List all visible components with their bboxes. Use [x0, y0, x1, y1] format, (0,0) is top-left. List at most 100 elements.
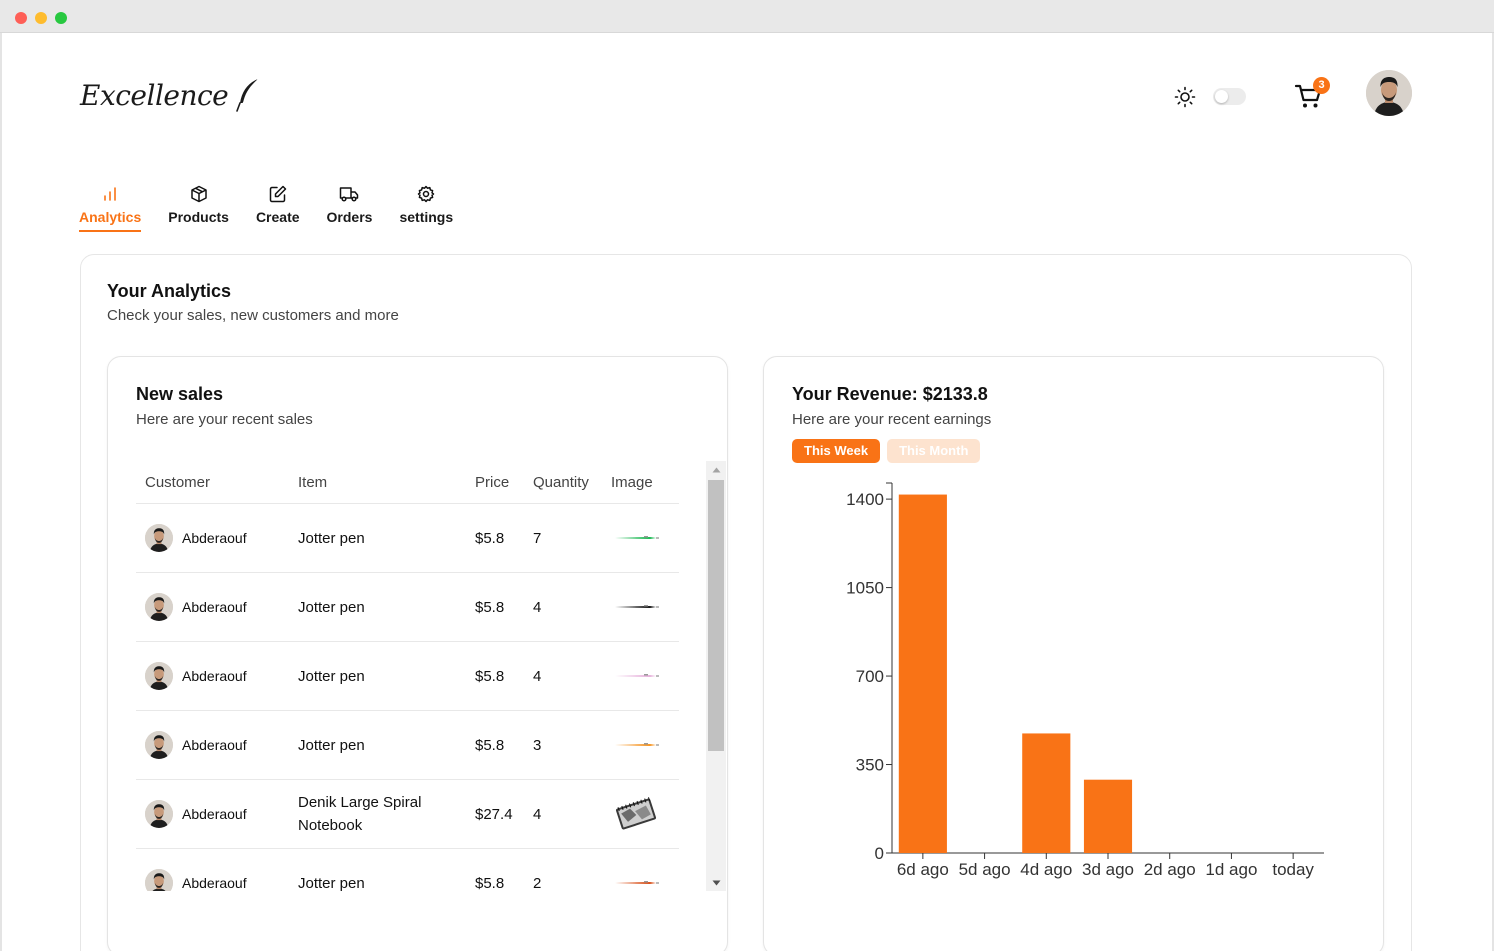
column-header: Customer — [145, 473, 211, 491]
scroll-down-arrow[interactable] — [706, 874, 726, 891]
customer-cell: Abderaouf — [136, 731, 298, 759]
quantity: 4 — [533, 805, 542, 823]
product-thumbnail — [611, 590, 661, 624]
product-thumbnail — [611, 728, 661, 762]
new-sales-card: New sales Here are your recent sales Cus… — [107, 356, 728, 951]
tab-label: Orders — [326, 209, 373, 225]
window-frame-right — [1492, 33, 1494, 951]
table-row[interactable]: Abderaouf Denik Large Spiral Notebook $2… — [136, 780, 679, 849]
sun-icon[interactable] — [1174, 86, 1196, 108]
item-name: Jotter pen — [298, 874, 365, 892]
customer-name: Abderaouf — [182, 599, 247, 615]
column-header: Quantity — [533, 473, 589, 491]
page-title: Your Analytics — [107, 281, 232, 301]
window-title-bar — [0, 0, 1494, 33]
page-subtitle: Check your sales, new customers and more — [107, 307, 399, 324]
bar — [898, 494, 947, 853]
table-row[interactable]: Abderaouf Jotter pen $5.8 2 — [136, 849, 679, 891]
quantity: 7 — [533, 529, 542, 547]
profile-avatar[interactable] — [1366, 70, 1412, 116]
item-name: Jotter pen — [298, 598, 365, 616]
cart-count-badge: 3 — [1313, 77, 1330, 94]
item-name: Jotter pen — [298, 667, 365, 685]
theme-toggle[interactable] — [1213, 88, 1246, 105]
sales-subtitle: Here are your recent sales — [136, 411, 313, 428]
price: $5.8 — [475, 736, 505, 754]
customer-cell: Abderaouf — [136, 524, 298, 552]
price: $5.8 — [475, 874, 505, 892]
gear-icon — [418, 185, 435, 203]
logo-text: Excellence — [80, 78, 229, 112]
cart-button[interactable]: 3 — [1294, 77, 1334, 112]
revenue-title: Your Revenue: $2133.8 — [792, 384, 988, 404]
tab-label: Create — [255, 209, 300, 225]
customer-cell: Abderaouf — [136, 800, 298, 828]
tab-create[interactable]: Create — [256, 184, 300, 232]
price: $5.8 — [475, 667, 505, 685]
x-tick-label: 4d ago — [1020, 860, 1072, 879]
column-header: Price — [475, 473, 510, 491]
scroll-up-arrow[interactable] — [706, 461, 726, 478]
product-image-cell — [611, 521, 679, 555]
tab-orders[interactable]: Orders — [326, 184, 373, 232]
toggle-knob — [1215, 90, 1228, 103]
window-frame-left — [0, 33, 2, 951]
table-row[interactable]: Abderaouf Jotter pen $5.8 4 — [136, 642, 679, 711]
sales-title: New sales — [136, 384, 224, 404]
customer-cell: Abderaouf — [136, 869, 298, 891]
item-name: Denik Large Spiral Notebook — [298, 794, 422, 834]
customer-name: Abderaouf — [182, 806, 247, 822]
avatar-image — [1366, 70, 1412, 116]
brand-logo[interactable]: Excellence — [80, 74, 262, 116]
y-tick-label: 1050 — [846, 579, 884, 598]
close-window-button[interactable] — [15, 12, 27, 24]
y-tick-label: 350 — [856, 756, 884, 775]
x-tick-label: today — [1272, 860, 1314, 879]
customer-name: Abderaouf — [182, 530, 247, 546]
x-tick-label: 2d ago — [1144, 860, 1196, 879]
range-toggle: This Week This Month — [792, 439, 981, 463]
customer-avatar — [145, 800, 173, 828]
product-image-cell — [611, 659, 679, 693]
customer-name: Abderaouf — [182, 737, 247, 753]
quantity: 2 — [533, 874, 542, 892]
main-nav: Analytics Products Create — [79, 184, 480, 232]
table-row[interactable]: Abderaouf Jotter pen $5.8 7 — [136, 504, 679, 573]
table-body: Abderaouf Jotter pen $5.8 7 Abderaouf Jo… — [136, 504, 679, 891]
y-tick-label: 0 — [875, 844, 884, 863]
product-image-cell — [611, 728, 679, 762]
y-tick-label: 1400 — [846, 490, 884, 509]
customer-avatar — [145, 593, 173, 621]
product-thumbnail — [611, 521, 661, 555]
tab-products[interactable]: Products — [168, 184, 229, 232]
edit-icon — [269, 185, 286, 203]
customer-avatar — [145, 869, 173, 891]
truck-icon — [340, 187, 359, 202]
x-tick-label: 6d ago — [897, 860, 949, 879]
product-image-cell — [611, 590, 679, 624]
this-month-button[interactable]: This Month — [887, 439, 981, 463]
table-row[interactable]: Abderaouf Jotter pen $5.8 3 — [136, 711, 679, 780]
bar-chart-icon — [104, 187, 116, 201]
tab-settings[interactable]: settings — [399, 184, 453, 232]
scroll-thumb[interactable] — [708, 480, 724, 751]
maximize-window-button[interactable] — [55, 12, 67, 24]
revenue-card: Your Revenue: $2133.8 Here are your rece… — [763, 356, 1384, 951]
table-scrollbar[interactable] — [706, 461, 726, 891]
box-icon — [190, 185, 207, 203]
customer-avatar — [145, 662, 173, 690]
product-thumbnail — [611, 659, 661, 693]
tab-label: Analytics — [79, 209, 142, 225]
this-week-button[interactable]: This Week — [792, 439, 881, 463]
table-row[interactable]: Abderaouf Jotter pen $5.8 4 — [136, 573, 679, 642]
product-thumbnail — [611, 797, 661, 831]
customer-avatar — [145, 731, 173, 759]
minimize-window-button[interactable] — [35, 12, 47, 24]
tab-label: settings — [399, 209, 454, 225]
tab-label: Products — [168, 209, 229, 225]
product-image-cell — [611, 797, 679, 831]
tab-analytics[interactable]: Analytics — [79, 184, 142, 232]
item-name: Jotter pen — [298, 529, 365, 547]
bar — [1083, 779, 1133, 853]
price: $5.8 — [475, 598, 505, 616]
